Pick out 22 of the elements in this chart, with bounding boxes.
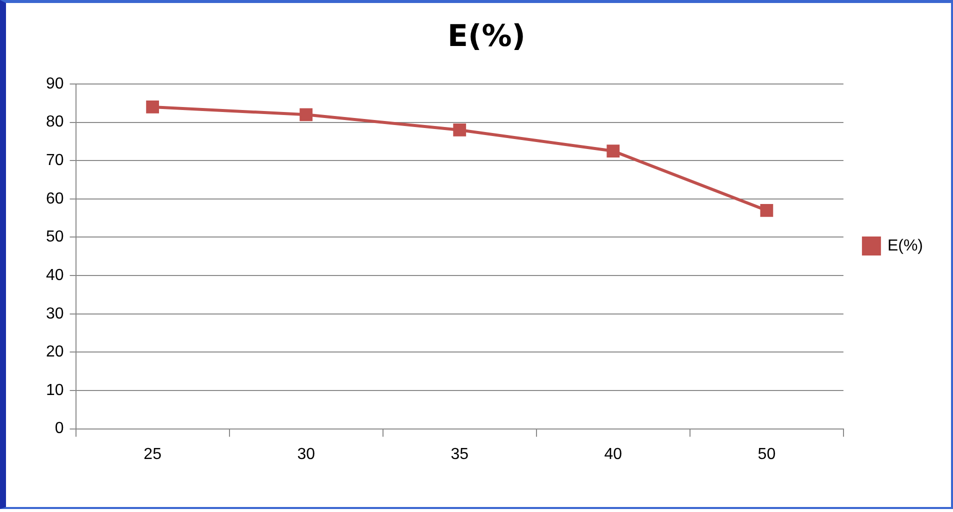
point (760, 204, 774, 217)
y-tick-label: 90 (46, 75, 64, 92)
y-tick-label: 80 (46, 114, 64, 131)
legend-label: E(%) (887, 237, 924, 254)
point (453, 124, 466, 136)
y-tick-label: 40 (46, 266, 64, 284)
y-tick-label: 60 (46, 190, 64, 208)
y-tick-label: 50 (46, 228, 64, 246)
x-tick-label: 25 (144, 446, 162, 463)
y-tick-label: 70 (46, 152, 64, 170)
point (300, 108, 313, 122)
x-tick-label: 35 (450, 446, 469, 463)
point (146, 100, 160, 114)
y-tick-label: 30 (46, 305, 64, 322)
point (606, 144, 620, 158)
y-tick-label: 20 (46, 344, 64, 361)
y-tick-label: 0 (54, 420, 64, 438)
x-tick-label: 50 (758, 446, 776, 463)
chart-title: E(%) (448, 18, 526, 54)
y-tick-label: 10 (46, 382, 64, 399)
x-tick-label: 30 (297, 446, 316, 463)
x-tick-label: 40 (604, 446, 622, 463)
